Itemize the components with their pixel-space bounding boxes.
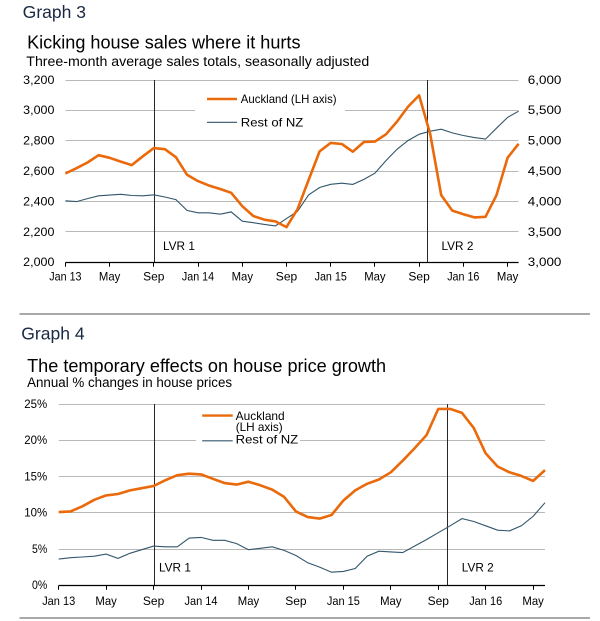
svg-text:3,000: 3,000 bbox=[528, 255, 562, 269]
svg-text:3,500: 3,500 bbox=[528, 225, 562, 239]
svg-text:Sep: Sep bbox=[276, 270, 298, 284]
svg-text:5,500: 5,500 bbox=[528, 103, 562, 117]
svg-text:(LH axis): (LH axis) bbox=[236, 420, 283, 434]
svg-text:The temporary effects on house: The temporary effects on house price gro… bbox=[27, 355, 386, 376]
svg-text:Rest of NZ: Rest of NZ bbox=[236, 433, 299, 447]
svg-text:May: May bbox=[364, 270, 386, 284]
svg-text:2,800: 2,800 bbox=[23, 134, 55, 148]
svg-text:Jan 16: Jan 16 bbox=[447, 270, 479, 284]
svg-text:2,600: 2,600 bbox=[23, 164, 55, 178]
svg-text:May: May bbox=[232, 270, 254, 284]
svg-text:3,000: 3,000 bbox=[23, 103, 55, 117]
svg-text:May: May bbox=[522, 594, 544, 608]
svg-text:25%: 25% bbox=[24, 397, 47, 411]
svg-text:Annual % changes in house pric: Annual % changes in house prices bbox=[27, 375, 232, 390]
svg-text:LVR 1: LVR 1 bbox=[163, 239, 195, 253]
svg-text:May: May bbox=[380, 594, 402, 608]
svg-text:Sep: Sep bbox=[143, 594, 165, 608]
svg-text:Sep: Sep bbox=[285, 594, 307, 608]
svg-text:Three-month average sales tota: Three-month average sales totals, season… bbox=[26, 54, 369, 69]
svg-text:5%: 5% bbox=[32, 542, 48, 556]
svg-text:Sep: Sep bbox=[428, 594, 450, 608]
svg-text:Jan 14: Jan 14 bbox=[185, 594, 218, 608]
svg-text:Jan 15: Jan 15 bbox=[327, 594, 360, 608]
svg-text:0%: 0% bbox=[32, 578, 48, 592]
svg-text:Graph 4: Graph 4 bbox=[21, 324, 85, 344]
svg-text:May: May bbox=[497, 270, 519, 284]
svg-text:4,500: 4,500 bbox=[528, 164, 562, 178]
svg-text:6,000: 6,000 bbox=[528, 73, 562, 87]
svg-text:Jan 16: Jan 16 bbox=[469, 594, 502, 608]
svg-text:Jan 15: Jan 15 bbox=[315, 270, 347, 284]
svg-text:Rest of NZ: Rest of NZ bbox=[241, 116, 303, 130]
svg-text:10%: 10% bbox=[24, 506, 47, 520]
svg-text:Jan 13: Jan 13 bbox=[49, 270, 81, 284]
svg-text:Jan 13: Jan 13 bbox=[42, 594, 75, 608]
svg-text:May: May bbox=[95, 594, 117, 608]
svg-text:Sep: Sep bbox=[143, 270, 165, 284]
svg-text:2,000: 2,000 bbox=[23, 255, 55, 269]
svg-text:2,400: 2,400 bbox=[23, 194, 55, 208]
svg-text:LVR 2: LVR 2 bbox=[462, 561, 494, 575]
svg-text:4,000: 4,000 bbox=[528, 194, 562, 208]
svg-text:Sep: Sep bbox=[408, 270, 430, 284]
svg-text:5,000: 5,000 bbox=[528, 134, 562, 148]
svg-text:15%: 15% bbox=[24, 469, 47, 483]
svg-text:Auckland: Auckland bbox=[236, 409, 285, 423]
svg-text:LVR 2: LVR 2 bbox=[442, 239, 474, 253]
svg-text:2,200: 2,200 bbox=[23, 225, 55, 239]
svg-text:Auckland (LH axis): Auckland (LH axis) bbox=[241, 92, 337, 106]
svg-text:May: May bbox=[238, 594, 260, 608]
svg-text:20%: 20% bbox=[24, 433, 47, 447]
svg-text:Jan 14: Jan 14 bbox=[182, 270, 214, 284]
svg-text:3,200: 3,200 bbox=[23, 73, 55, 87]
svg-text:May: May bbox=[99, 270, 121, 284]
svg-text:LVR 1: LVR 1 bbox=[159, 561, 191, 575]
svg-text:Graph 3: Graph 3 bbox=[23, 2, 86, 22]
svg-text:Kicking house sales where it h: Kicking house sales where it hurts bbox=[27, 32, 300, 53]
